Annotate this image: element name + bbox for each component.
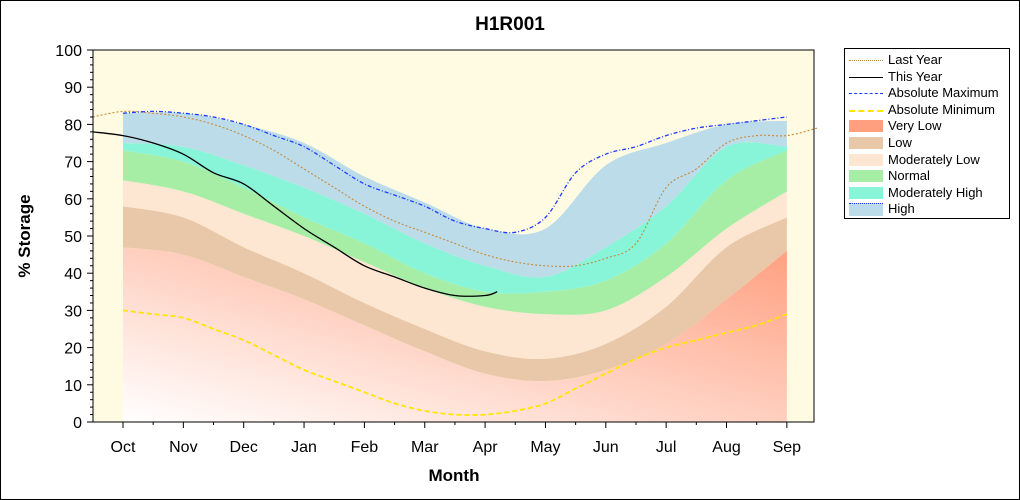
legend-item-absolute-minimum: Absolute Minimum bbox=[845, 102, 1009, 118]
legend-item-moderately-low: Moderately Low bbox=[845, 152, 1009, 168]
x-tick-label: May bbox=[530, 439, 560, 456]
x-tick-label: Feb bbox=[351, 439, 379, 456]
legend-swatch bbox=[849, 93, 883, 95]
band-normal bbox=[123, 150, 787, 315]
y-tick-label: 30 bbox=[64, 303, 82, 320]
legend-label: This Year bbox=[888, 68, 943, 84]
legend-swatch bbox=[849, 153, 883, 166]
band-moderately-low bbox=[123, 180, 787, 360]
legend-label: Moderately Low bbox=[888, 151, 980, 167]
legend-label: Low bbox=[888, 135, 912, 150]
legend-item-moderately-high: Moderately High bbox=[845, 185, 1009, 201]
band-moderately-high bbox=[123, 142, 787, 294]
x-tick-label: Jul bbox=[656, 439, 676, 456]
y-tick-label: 40 bbox=[64, 266, 82, 283]
y-tick-label: 10 bbox=[64, 378, 82, 395]
legend-item-low: Low bbox=[845, 135, 1009, 151]
x-axis-label: Month bbox=[429, 466, 480, 485]
y-tick-label: 20 bbox=[64, 341, 82, 358]
legend-label: Last Year bbox=[888, 52, 943, 67]
x-tick-label: Mar bbox=[411, 439, 439, 456]
x-tick-label: Nov bbox=[169, 439, 197, 456]
legend-label: Normal bbox=[888, 168, 930, 184]
x-tick-label: Aug bbox=[712, 439, 740, 456]
y-tick-label: 90 bbox=[64, 80, 82, 97]
series-this-year bbox=[92, 131, 498, 297]
series-absolute-maximum bbox=[122, 110, 787, 234]
x-tick-label: Dec bbox=[229, 439, 257, 456]
y-tick-label: 50 bbox=[64, 229, 82, 246]
legend-item-absolute-maximum: Absolute Maximum bbox=[845, 85, 1009, 101]
band-very-low bbox=[123, 247, 787, 422]
legend-swatch bbox=[849, 203, 883, 217]
legend-swatch bbox=[849, 76, 883, 78]
x-tick-label: Sep bbox=[773, 439, 802, 456]
y-tick-label: 80 bbox=[64, 117, 82, 134]
x-tick-label: Jan bbox=[291, 439, 317, 456]
y-tick-label: 70 bbox=[64, 155, 82, 172]
chart-title: H1R001 bbox=[475, 14, 545, 35]
legend-item-this-year: This Year bbox=[845, 69, 1009, 85]
legend-label: Absolute Minimum bbox=[888, 101, 995, 117]
series-absolute-minimum bbox=[122, 309, 788, 416]
band-high bbox=[123, 112, 787, 278]
legend-label: Very Low bbox=[888, 118, 942, 134]
band-low bbox=[123, 206, 787, 382]
legend-swatch bbox=[849, 186, 883, 199]
y-tick-label: 60 bbox=[64, 192, 82, 209]
legend-item-last-year: Last Year bbox=[845, 52, 1009, 68]
y-tick-label: 100 bbox=[55, 43, 82, 60]
legend-label: High bbox=[888, 201, 915, 217]
y-axis-label: % Storage bbox=[15, 194, 34, 277]
y-tick-label: 0 bbox=[73, 415, 82, 432]
legend-item-very-low: Very Low bbox=[845, 118, 1009, 134]
chart-legend: Last Year This Year Absolute Maximum Absolu… bbox=[844, 48, 1010, 219]
legend-swatch bbox=[849, 109, 883, 112]
x-tick-label: Apr bbox=[473, 439, 499, 456]
series-last-year bbox=[92, 110, 818, 268]
legend-swatch bbox=[849, 60, 883, 61]
x-tick-label: Jun bbox=[593, 439, 619, 456]
legend-item-normal: Normal bbox=[845, 168, 1009, 184]
legend-swatch bbox=[849, 137, 883, 149]
legend-label: Absolute Maximum bbox=[888, 85, 999, 101]
legend-swatch bbox=[849, 170, 883, 183]
legend-label: Moderately High bbox=[888, 184, 983, 200]
legend-item-high: High bbox=[845, 201, 1009, 217]
x-tick-label: Oct bbox=[111, 439, 136, 456]
legend-swatch bbox=[849, 120, 883, 133]
